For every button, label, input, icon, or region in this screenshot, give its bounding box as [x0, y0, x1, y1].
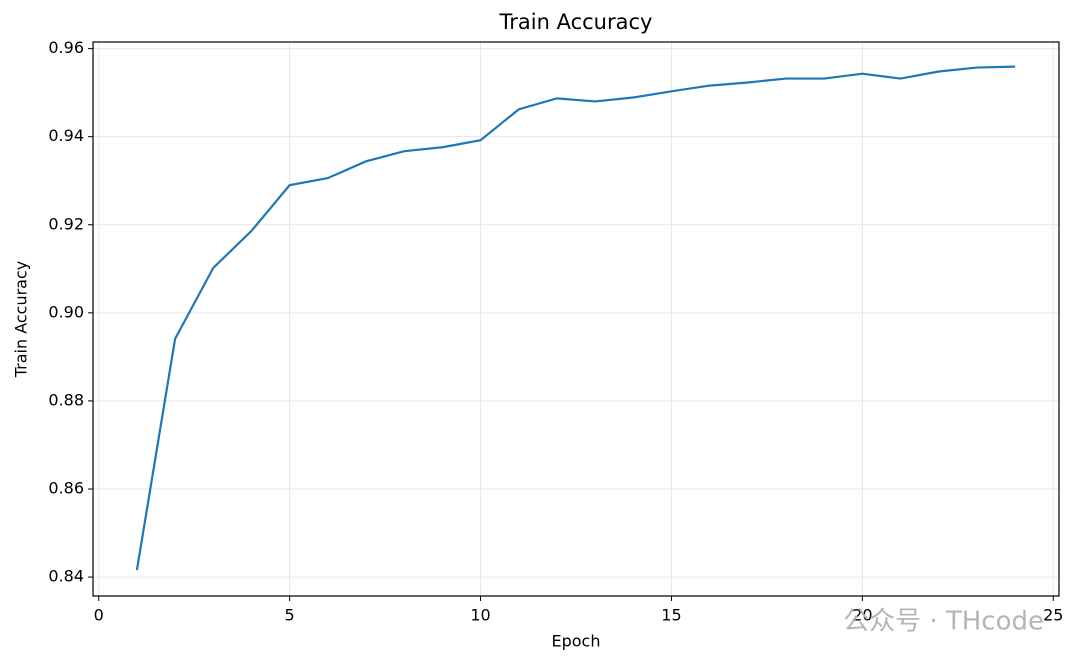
y-axis-label: Train Accuracy: [12, 261, 31, 379]
x-axis-label: Epoch: [552, 632, 601, 651]
plot-frame: [92, 41, 1060, 597]
y-tick-label: 0.94: [48, 126, 84, 145]
x-tick-label: 15: [661, 606, 681, 625]
y-tick-label: 0.90: [48, 302, 84, 321]
y-tick-label: 0.88: [48, 390, 84, 409]
y-tick-label: 0.84: [48, 567, 84, 586]
x-tick-label: 10: [470, 606, 490, 625]
x-tick-label: 0: [94, 606, 104, 625]
data-line: [135, 65, 1016, 571]
chart-title: Train Accuracy: [499, 10, 653, 34]
watermark: 公众号 · THcode: [843, 607, 1044, 637]
x-tick-label: 20: [852, 606, 872, 625]
y-tick-label: 0.92: [48, 214, 84, 233]
x-tick-label: 5: [285, 606, 295, 625]
y-tick-label: 0.96: [48, 38, 84, 57]
x-tick-label: 25: [1043, 606, 1063, 625]
y-tick-label: 0.86: [48, 478, 84, 497]
